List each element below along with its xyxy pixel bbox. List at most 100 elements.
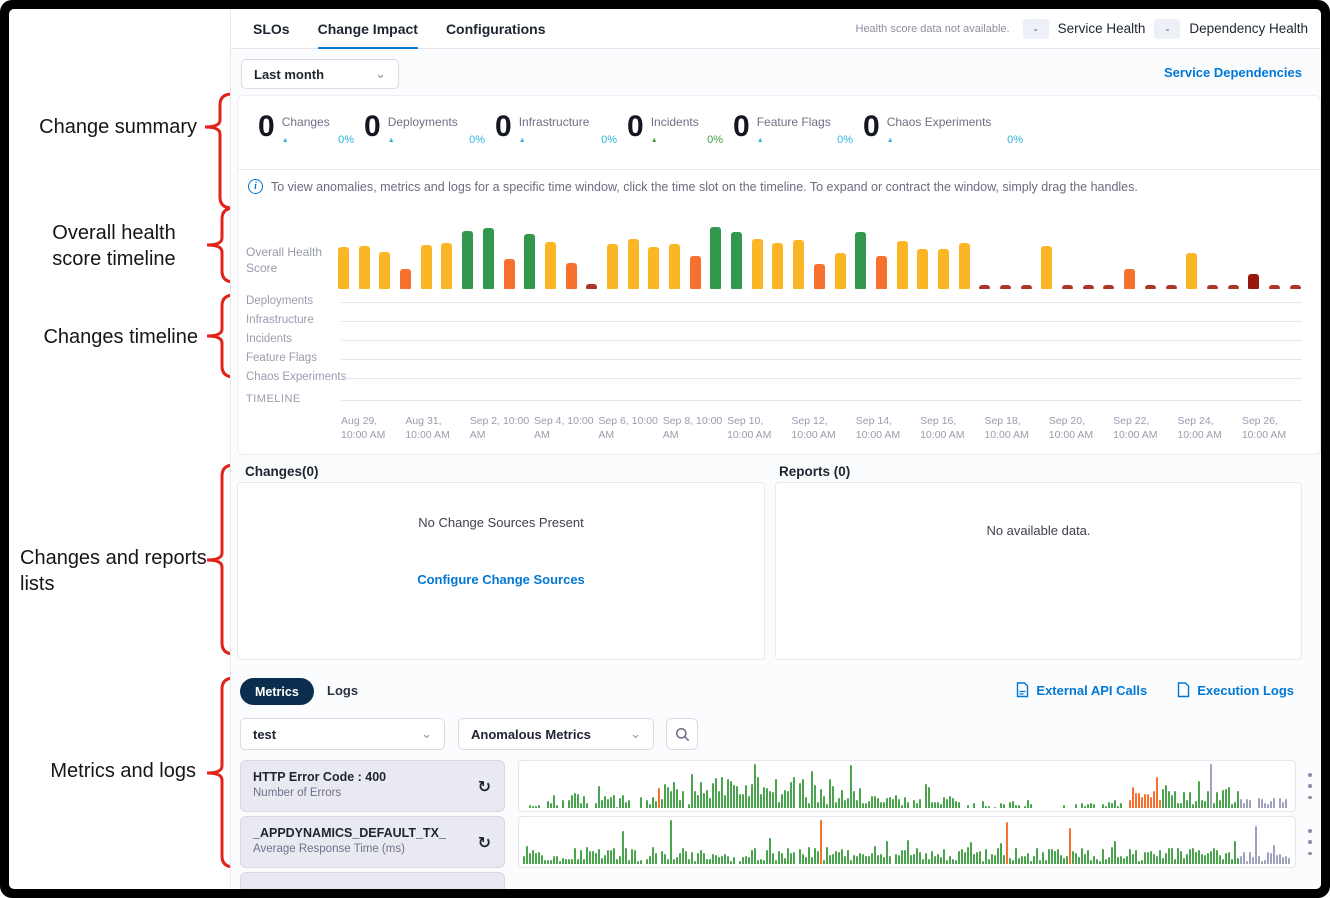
spark-bar bbox=[529, 853, 531, 864]
spark-bar bbox=[946, 798, 948, 808]
health-bar[interactable] bbox=[482, 228, 494, 289]
service-dependencies-link[interactable]: Service Dependencies bbox=[1163, 65, 1302, 80]
refresh-icon[interactable]: ↻ bbox=[477, 779, 491, 796]
health-bar[interactable] bbox=[1082, 285, 1094, 289]
time-range-select[interactable]: Last month ⌄ bbox=[241, 59, 399, 89]
metric-card[interactable]: HTTP Error Code : 400 Number of Errors ↻ bbox=[240, 760, 505, 812]
spark-bar bbox=[523, 855, 525, 864]
annotation-change-summary: Change summary bbox=[39, 116, 197, 138]
metric-type-select[interactable]: Anomalous Metrics ⌄ bbox=[458, 718, 654, 750]
health-bar[interactable] bbox=[979, 285, 991, 289]
spark-bar bbox=[1000, 802, 1002, 808]
spark-bar bbox=[616, 806, 618, 808]
info-banner: i To view anomalies, metrics and logs fo… bbox=[248, 179, 1138, 194]
health-bar[interactable] bbox=[1289, 285, 1301, 289]
health-bar[interactable] bbox=[627, 239, 639, 289]
health-bar[interactable] bbox=[441, 243, 453, 289]
health-bar[interactable] bbox=[1000, 285, 1011, 289]
row-menu-button[interactable] bbox=[1303, 829, 1317, 855]
health-bar[interactable] bbox=[937, 249, 949, 289]
spark-bar bbox=[1177, 848, 1179, 864]
health-bar[interactable] bbox=[958, 243, 970, 289]
spark-bar bbox=[1120, 802, 1122, 808]
row-menu-button[interactable] bbox=[1303, 773, 1317, 799]
health-bar[interactable] bbox=[648, 247, 660, 289]
trend-up-icon: ▲ bbox=[387, 136, 395, 144]
health-bar[interactable] bbox=[731, 232, 743, 289]
health-bar[interactable] bbox=[1144, 285, 1156, 289]
health-bar[interactable] bbox=[379, 252, 391, 289]
spark-bar bbox=[913, 853, 915, 864]
spark-bar bbox=[1000, 843, 1002, 864]
tab-change-impact[interactable]: Change Impact bbox=[317, 9, 419, 49]
health-bar[interactable] bbox=[855, 232, 867, 289]
health-bar[interactable] bbox=[710, 227, 722, 289]
tab-logs[interactable]: Logs bbox=[327, 683, 359, 698]
health-bar[interactable] bbox=[1165, 285, 1177, 289]
spark-bar bbox=[832, 786, 834, 808]
health-bar[interactable] bbox=[751, 239, 763, 289]
health-bar[interactable] bbox=[772, 243, 784, 289]
spark-bar bbox=[625, 847, 627, 864]
spark-bar bbox=[793, 852, 795, 864]
spark-bar bbox=[988, 858, 990, 864]
spark-bar bbox=[1102, 848, 1104, 864]
health-bar[interactable] bbox=[793, 240, 805, 289]
service-filter-select[interactable]: test ⌄ bbox=[240, 718, 445, 750]
health-bar[interactable] bbox=[400, 269, 412, 289]
tab-metrics[interactable]: Metrics bbox=[240, 678, 314, 705]
health-bar[interactable] bbox=[1248, 274, 1260, 289]
health-bar[interactable] bbox=[1124, 269, 1136, 289]
health-bar[interactable] bbox=[689, 256, 701, 289]
spark-bar bbox=[577, 793, 579, 808]
health-bar[interactable] bbox=[524, 234, 536, 289]
spark-bar bbox=[1282, 801, 1284, 808]
health-bar[interactable] bbox=[1041, 246, 1053, 289]
tab-slos[interactable]: SLOs bbox=[253, 20, 290, 37]
execution-logs-link[interactable]: Execution Logs bbox=[1177, 682, 1294, 698]
metric-card[interactable]: _APPDYNAMICS_DEFAULT_TX_ Average Respons… bbox=[240, 816, 505, 868]
health-bar[interactable] bbox=[1103, 285, 1115, 289]
health-score-bars[interactable] bbox=[338, 222, 1301, 289]
spark-bar bbox=[1159, 800, 1161, 808]
tab-configurations[interactable]: Configurations bbox=[445, 20, 546, 37]
health-bar[interactable] bbox=[1268, 285, 1280, 289]
spark-bar bbox=[598, 849, 600, 864]
spark-bar bbox=[1267, 852, 1269, 864]
configure-change-sources-link[interactable]: Configure Change Sources bbox=[417, 572, 585, 587]
health-bar[interactable] bbox=[1020, 285, 1032, 289]
health-bar[interactable] bbox=[544, 242, 556, 289]
health-bar[interactable] bbox=[669, 244, 680, 289]
health-bar[interactable] bbox=[462, 231, 474, 289]
health-bar[interactable] bbox=[1062, 285, 1074, 289]
spark-bar bbox=[961, 849, 963, 864]
changes-row-feature-flags: Feature Flags bbox=[238, 350, 1320, 369]
refresh-icon[interactable]: ↻ bbox=[477, 835, 491, 852]
spark-bar bbox=[973, 853, 975, 864]
health-bar[interactable] bbox=[420, 245, 432, 289]
health-bar[interactable] bbox=[503, 259, 515, 289]
spark-bar bbox=[1009, 858, 1011, 864]
annotation-metrics-and-logs: Metrics and logs bbox=[50, 760, 196, 782]
health-bar[interactable] bbox=[1227, 285, 1239, 289]
health-bar[interactable] bbox=[813, 264, 825, 289]
spark-bar bbox=[685, 850, 687, 864]
health-bar[interactable] bbox=[834, 253, 846, 289]
spark-bar bbox=[724, 795, 726, 808]
external-api-calls-link[interactable]: External API Calls bbox=[1016, 682, 1147, 698]
health-bar[interactable] bbox=[1206, 285, 1218, 289]
search-button[interactable] bbox=[666, 718, 698, 750]
health-bar[interactable] bbox=[606, 244, 618, 289]
spark-bar bbox=[895, 854, 897, 864]
health-bar[interactable] bbox=[586, 284, 598, 289]
health-bar[interactable] bbox=[917, 249, 929, 289]
health-bar[interactable] bbox=[338, 247, 349, 289]
spark-bar bbox=[1273, 844, 1275, 864]
health-bar[interactable] bbox=[1186, 253, 1198, 289]
health-bar[interactable] bbox=[875, 256, 887, 289]
spark-bar bbox=[808, 847, 810, 864]
changes-row-line bbox=[341, 378, 1302, 379]
health-bar[interactable] bbox=[358, 246, 370, 289]
health-bar[interactable] bbox=[565, 263, 577, 289]
health-bar[interactable] bbox=[896, 241, 908, 289]
